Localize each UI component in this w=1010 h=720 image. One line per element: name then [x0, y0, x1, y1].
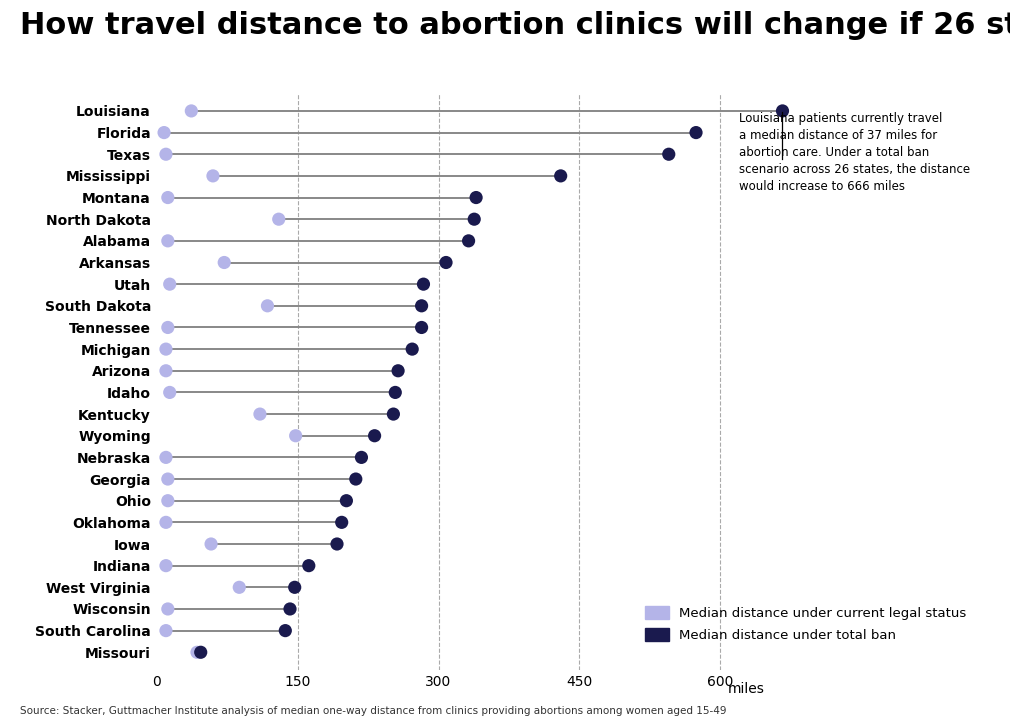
Point	[301, 560, 317, 572]
Point	[162, 387, 178, 398]
Point	[438, 257, 454, 269]
Point	[158, 560, 174, 572]
Point	[271, 213, 287, 225]
Point	[277, 625, 293, 636]
Point	[158, 516, 174, 528]
Point	[468, 192, 484, 203]
Point	[183, 105, 199, 117]
Point	[160, 603, 176, 615]
Point	[775, 105, 791, 117]
Point	[160, 322, 176, 333]
Point	[333, 516, 349, 528]
Text: Louisiana patients currently travel
a median distance of 37 miles for
abortion c: Louisiana patients currently travel a me…	[739, 112, 971, 192]
Point	[158, 365, 174, 377]
Point	[552, 170, 569, 181]
Point	[158, 343, 174, 355]
Point	[415, 279, 431, 290]
Point	[216, 257, 232, 269]
Point	[661, 148, 677, 160]
Point	[189, 647, 205, 658]
Point	[413, 322, 429, 333]
Point	[287, 582, 303, 593]
Point	[461, 235, 477, 247]
Point	[160, 235, 176, 247]
Text: Source: Stacker, Guttmacher Institute analysis of median one-way distance from c: Source: Stacker, Guttmacher Institute an…	[20, 706, 727, 716]
Point	[329, 539, 345, 550]
Text: How travel distance to abortion clinics will change if 26 states enact a total b: How travel distance to abortion clinics …	[20, 11, 1010, 40]
Point	[162, 279, 178, 290]
Point	[387, 387, 403, 398]
Point	[158, 148, 174, 160]
Point	[231, 582, 247, 593]
Point	[688, 127, 704, 138]
Point	[367, 430, 383, 441]
Legend: Median distance under current legal status, Median distance under total ban: Median distance under current legal stat…	[638, 599, 973, 649]
Point	[467, 213, 483, 225]
Point	[282, 603, 298, 615]
Point	[158, 625, 174, 636]
Text: miles: miles	[728, 682, 765, 696]
Point	[205, 170, 221, 181]
Point	[390, 365, 406, 377]
Point	[203, 539, 219, 550]
Point	[160, 495, 176, 506]
Point	[404, 343, 420, 355]
Point	[288, 430, 304, 441]
Point	[338, 495, 355, 506]
Point	[160, 473, 176, 485]
Point	[251, 408, 268, 420]
Point	[386, 408, 402, 420]
Point	[158, 451, 174, 463]
Point	[413, 300, 429, 312]
Point	[156, 127, 172, 138]
Point	[347, 473, 364, 485]
Point	[160, 192, 176, 203]
Point	[260, 300, 276, 312]
Point	[193, 647, 209, 658]
Point	[354, 451, 370, 463]
